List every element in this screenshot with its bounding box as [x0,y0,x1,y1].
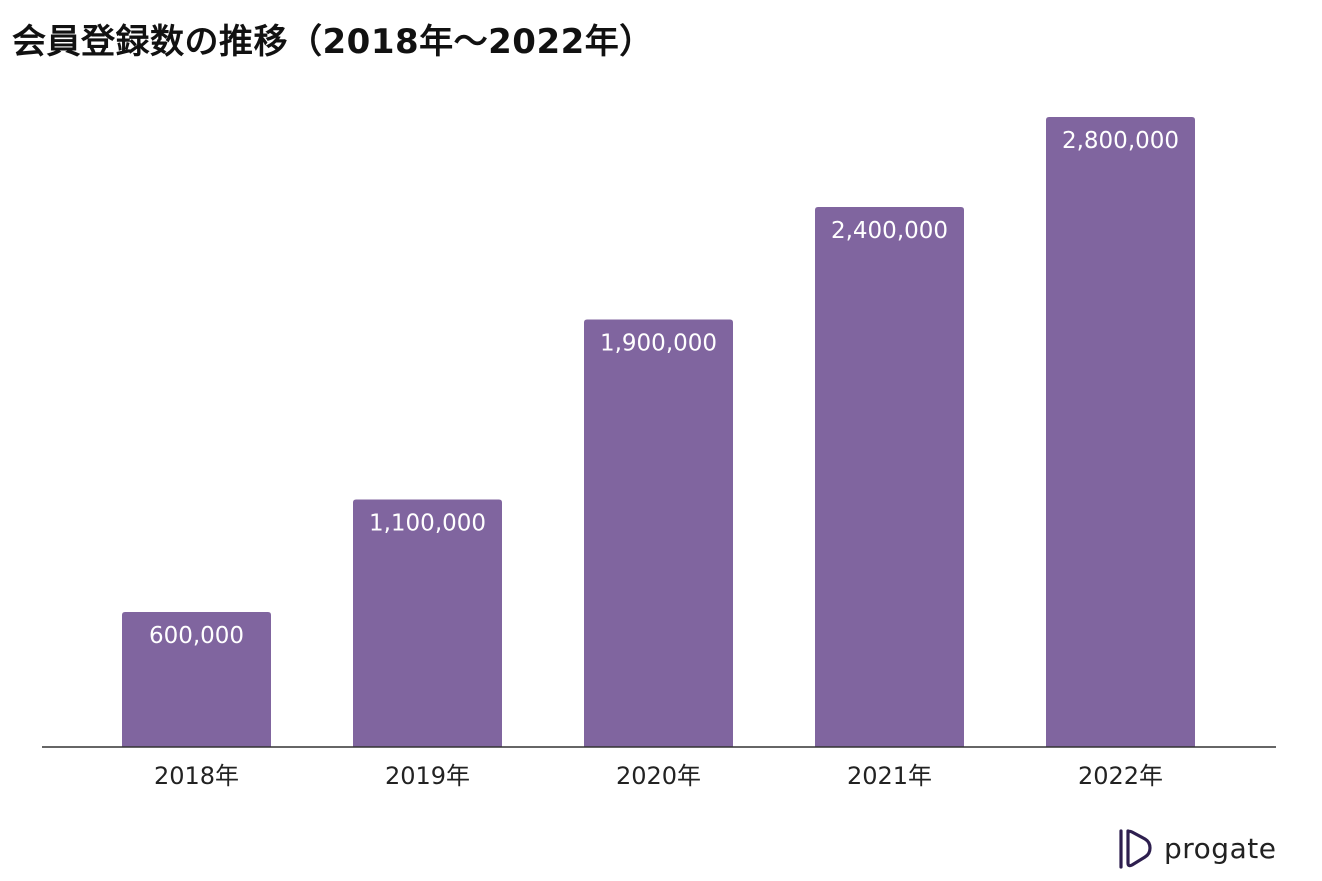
bar-3 [584,319,733,747]
bar-value-label-2: 1,100,000 [369,511,486,537]
bar-4 [815,207,964,747]
x-tick-label-4: 2021年 [847,762,932,790]
bar-value-label-3: 1,900,000 [600,331,717,357]
brand: progate [1114,826,1276,872]
bar-value-label-5: 2,800,000 [1062,128,1179,154]
bar-5 [1046,117,1195,747]
x-tick-label-5: 2022年 [1078,762,1163,790]
bar-value-label-4: 2,400,000 [831,218,948,244]
chart-title: 会員登録数の推移（2018年〜2022年） [12,22,654,62]
brand-name: progate [1164,832,1277,865]
bar-value-label-1: 600,000 [149,623,244,649]
x-tick-label-2: 2019年 [385,762,470,790]
progate-logo-icon [1119,829,1152,869]
bar-2 [353,499,502,747]
x-tick-label-1: 2018年 [154,762,239,790]
bar-1 [122,612,271,747]
x-tick-label-3: 2020年 [616,762,701,790]
